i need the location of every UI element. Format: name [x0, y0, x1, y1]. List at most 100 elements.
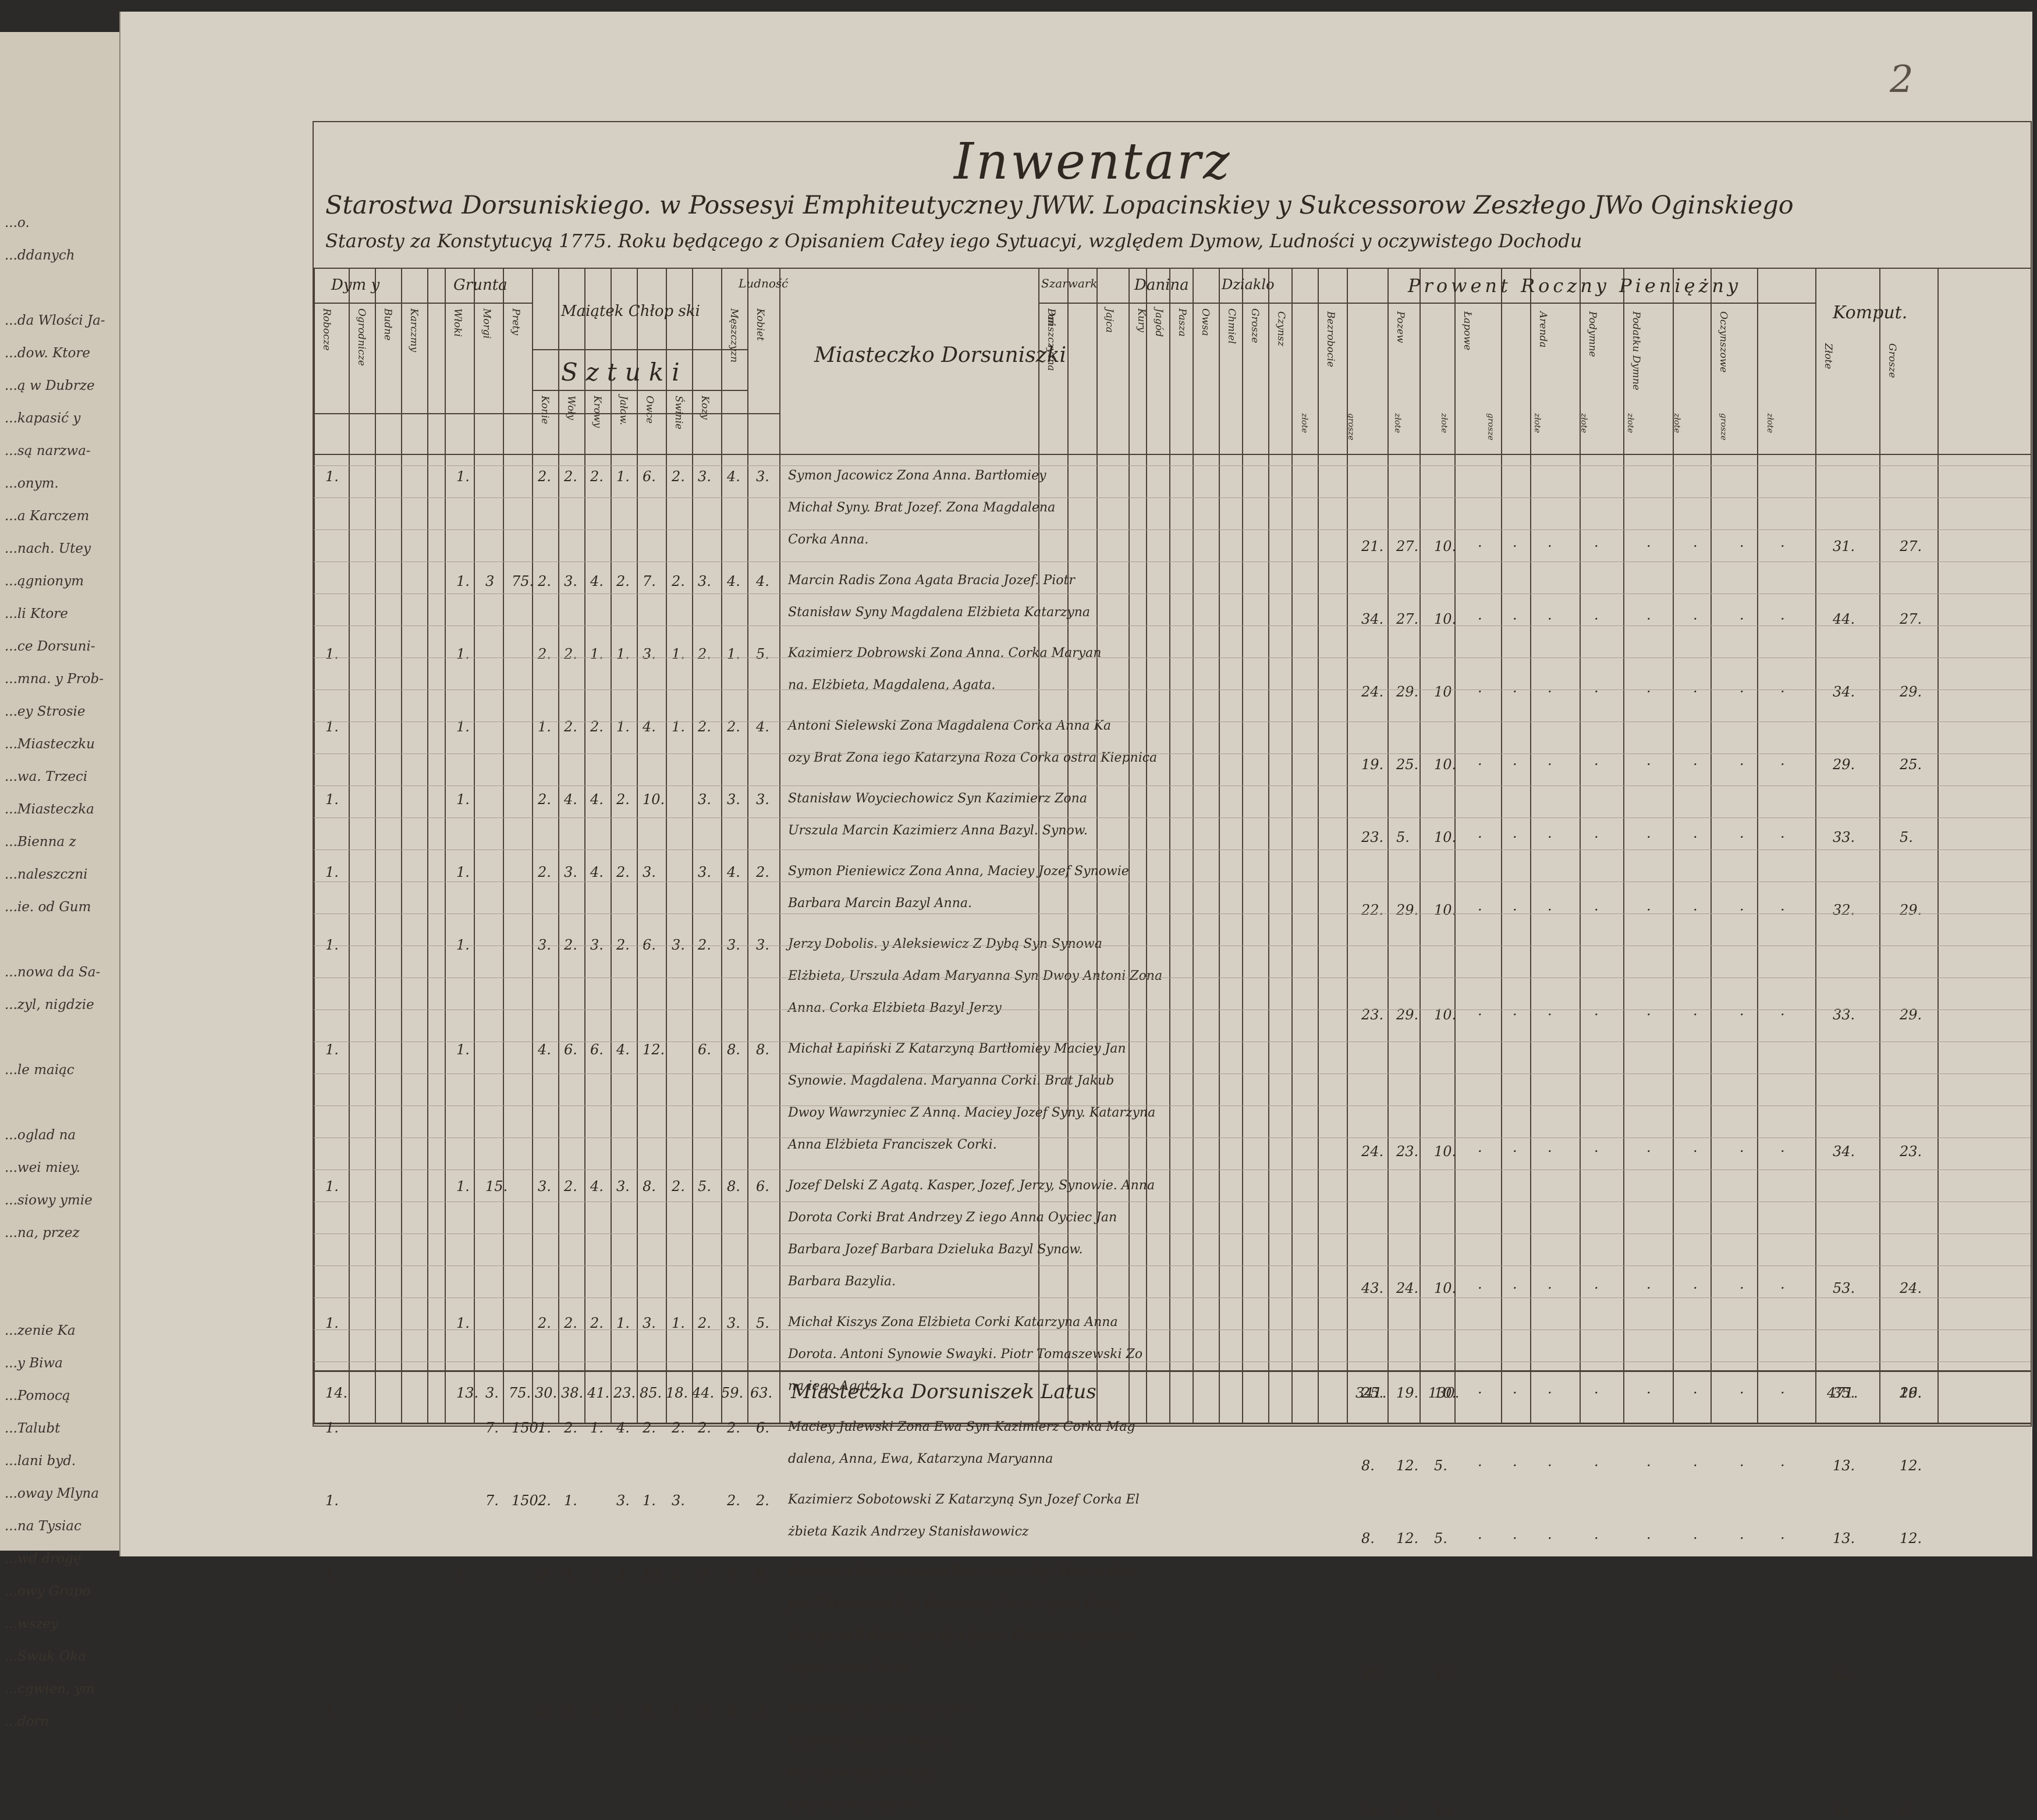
cell-robocze: 1. [325, 937, 339, 953]
dot-mark: · [1513, 684, 1517, 700]
total-bezrobocie: 130. [1428, 1385, 1460, 1401]
left-page-line: ...onym. [5, 476, 59, 491]
subheader-prowent: Arenda [1537, 311, 1549, 348]
dot-mark: · [1693, 611, 1698, 627]
left-page-line: ...na, przez [5, 1225, 80, 1240]
dot-mark: · [1548, 1143, 1552, 1160]
cell-krowy: 1. [590, 1420, 604, 1436]
dot-mark: · [1646, 1530, 1651, 1547]
cell-jalow: 1. [616, 646, 630, 662]
column-rule [1673, 268, 1674, 1423]
cell-czynsz-zlote: 8. [1361, 1530, 1375, 1547]
cell-robocze: 1. [325, 1565, 339, 1581]
dot-mark: · [1646, 611, 1651, 627]
subheader-grunta: Włoki [452, 308, 463, 337]
dot-mark: · [1594, 1530, 1599, 1547]
cell-komput-zlote: 32. [1833, 902, 1855, 918]
cell-owce: 8. [643, 1178, 656, 1195]
dot-mark: · [1780, 538, 1785, 554]
dot-mark: · [1594, 1458, 1599, 1474]
left-page-line: ...mna. y Prob- [5, 671, 104, 687]
cell-bezrobocie: 10. [1434, 756, 1457, 773]
left-page-line: ...owy Grapo [5, 1584, 91, 1599]
household-name-line: Kazimierz Sobotowski Z Katarzyną Syn Joz… [788, 1492, 1140, 1507]
dot-mark: · [1548, 1280, 1552, 1296]
cell-konie: 1. [538, 719, 551, 735]
household-name-line: Stanisław Siostra Kata [788, 1766, 936, 1780]
left-page-text: ...o. ...ddanych ...da Wlości Ja- ...dow. K… [5, 207, 124, 1738]
dot-mark: · [1693, 538, 1698, 554]
subheader-prowent: Łapowe [1461, 311, 1473, 351]
subheader-sztuki: Świnie [673, 396, 684, 430]
cell-jalow: 1. [616, 719, 630, 735]
left-page-line: ...wszey [5, 1616, 59, 1631]
document-title: Inwentarz [954, 133, 1232, 191]
header-szarwark: Szarwark [1041, 276, 1098, 290]
page-number: 2 [1890, 58, 1914, 101]
cell-wloki: 1. [456, 1178, 470, 1195]
cell-konie: 2. [538, 864, 551, 880]
cell-swinie: 2. [672, 1420, 685, 1436]
left-page-line: ...siowy ymie [5, 1193, 93, 1208]
dot-mark: · [1693, 1280, 1698, 1296]
cell-kozy: 3. [698, 864, 711, 880]
column-rule [558, 268, 559, 1423]
total-kozy: 59. [721, 1385, 744, 1401]
heading-line-2: Starosty za Konstytucyą 1775. Roku będąc… [325, 230, 1582, 252]
left-page-line: ...kapasić y [5, 411, 81, 426]
cell-konie: 4. [538, 1041, 551, 1058]
cell-robocze: 1. [325, 1315, 339, 1331]
household-name-line: Elżbieta, Urszula Adam Maryanna Syn Dwoy… [788, 969, 1163, 983]
dot-mark: · [1594, 829, 1599, 845]
row-rule [314, 413, 779, 414]
cell-robocze: 1. [325, 1178, 339, 1195]
row-rule [314, 268, 2031, 269]
cell-czynsz-zlote: 43. [1361, 1280, 1384, 1296]
cell-bezrobocie: 10. [1434, 611, 1457, 627]
subheader-szarwark: Dni [1045, 308, 1057, 326]
dot-mark: · [1513, 1804, 1517, 1820]
cell-jalow: 3. [616, 1178, 630, 1195]
subheader-dymy: Budne [382, 308, 393, 341]
ruled-line [314, 465, 2031, 466]
cell-mezczyzn: 2. [727, 1492, 740, 1509]
left-page-line: ...wei miey. [5, 1160, 80, 1175]
cell-komput-zlote: 42. [1833, 1667, 1855, 1683]
dot-mark: · [1646, 1007, 1651, 1023]
left-page-line: ...zyl, nigdzie [5, 997, 94, 1012]
cell-kozy: 2. [698, 1315, 711, 1331]
dot-mark: · [1740, 538, 1744, 554]
dot-mark: · [1646, 1804, 1651, 1820]
cell-morgi: 7. [485, 1420, 499, 1436]
household-name-line: dalena, Anna, Ewa, Katarzyna Maryanna [788, 1452, 1053, 1466]
cell-komput-zlote: 33. [1833, 1007, 1855, 1023]
cell-bezrobocie: 10. [1434, 1804, 1457, 1820]
row-rule [1038, 303, 1815, 304]
subheader-sztuki: Jałow. [618, 396, 629, 425]
dot-mark: · [1740, 829, 1744, 845]
dot-mark: · [1780, 1007, 1785, 1023]
column-rule [1815, 268, 1816, 1423]
total-prety: 75. [509, 1385, 531, 1401]
dot-mark: · [1513, 1458, 1517, 1474]
household-name-line: Dwoy Wawrzyniec Z Anną. Maciey Jozef Syn… [788, 1105, 1156, 1120]
left-page-line: ...le maiąc [5, 1062, 74, 1078]
subheader-danina: Jagód [1153, 308, 1165, 337]
household-name-line: Corka Anna. [788, 532, 869, 547]
household-name-line: Brat Jozef Z Katarzyną Syn Jakub. Elżbie… [788, 1629, 1136, 1644]
dot-mark: · [1478, 1667, 1482, 1683]
dot-mark: · [1478, 1530, 1482, 1547]
column-rule [1268, 268, 1269, 1423]
cell-komput-zlote: 13. [1833, 1530, 1855, 1547]
dot-mark: · [1513, 756, 1517, 773]
subheader-dymy: Karczmy [408, 308, 420, 353]
cell-swinie: 2. [672, 1565, 685, 1581]
dot-mark: · [1478, 1007, 1482, 1023]
dot-mark: · [1693, 1667, 1698, 1683]
column-rule [1530, 268, 1531, 1423]
household-name-line: Bartłomiey Kachlewicz Zona [788, 1702, 974, 1716]
column-rule [721, 268, 722, 1423]
household-name-line: Jan Z Maryanną Syn Bartłomiey Corka Agat… [788, 1597, 1121, 1612]
cell-komput-zlote: 35. [1833, 1385, 1855, 1401]
cell-kobiet: 3. [756, 791, 769, 808]
